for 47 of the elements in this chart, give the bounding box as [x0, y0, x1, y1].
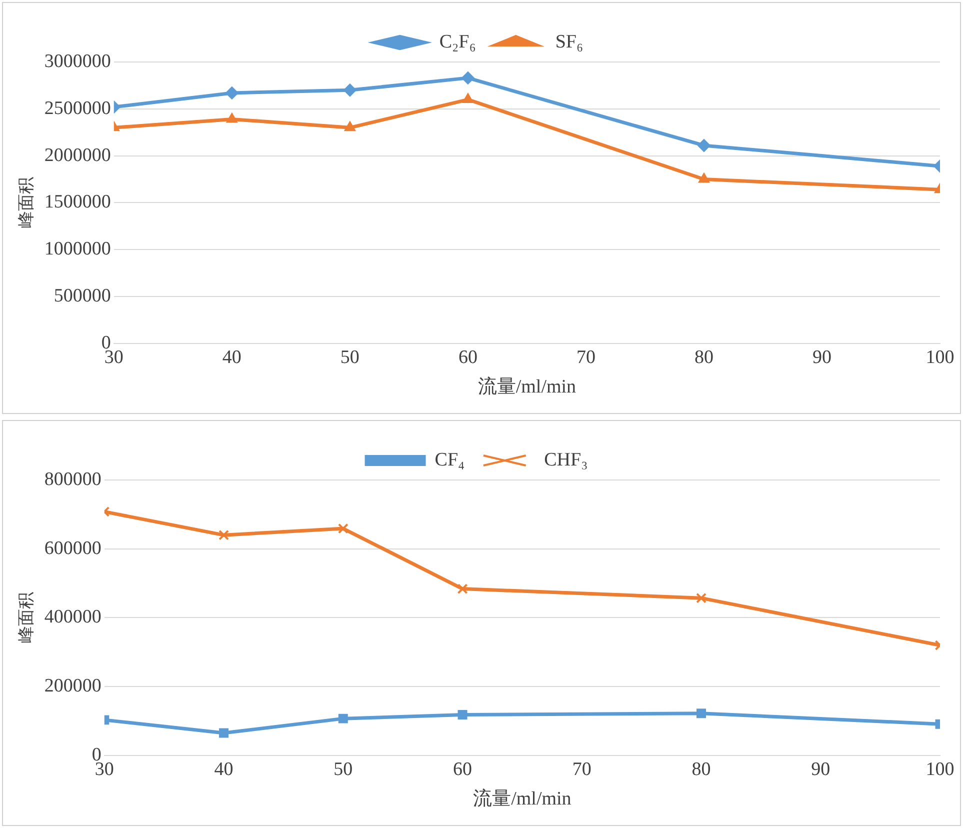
x-tick-label: 80	[694, 346, 714, 368]
point	[343, 84, 356, 97]
x-tick-label: 70	[576, 346, 596, 368]
point	[461, 71, 474, 84]
y-tick-label: 1500000	[44, 192, 111, 213]
x-axis-title: 流量/ml/min	[473, 788, 572, 810]
point	[338, 523, 348, 534]
point	[344, 121, 356, 132]
point	[697, 138, 710, 152]
x-tick-label: 40	[214, 758, 234, 780]
x-tick-label: 80	[692, 758, 711, 780]
y-tick-label: 600000	[44, 538, 102, 559]
legend-label: CHF₃	[544, 449, 588, 470]
x-axis-title: 流量/ml/min	[478, 376, 577, 398]
y-axis-title: 峰面积	[16, 177, 36, 228]
y-tick-label: 200000	[44, 676, 102, 697]
point	[458, 710, 468, 720]
point	[219, 728, 229, 738]
point	[338, 714, 348, 724]
legend-label: SF₆	[555, 31, 584, 52]
x-tick-label: 70	[572, 758, 592, 780]
point	[462, 93, 474, 104]
x-tick-label: 90	[811, 758, 830, 780]
y-tick-label: 2500000	[44, 98, 111, 119]
x-tick-label: 50	[334, 758, 353, 780]
point	[226, 112, 238, 123]
y-tick-label: 3000000	[44, 50, 111, 72]
legend-label: C₂F₆	[439, 31, 476, 52]
point	[225, 86, 238, 100]
x-tick-label: 90	[812, 346, 832, 368]
x-tick-label: 100	[926, 758, 954, 780]
point	[457, 584, 468, 594]
y-tick-label: 400000	[44, 606, 102, 628]
y-tick-label: 500000	[54, 285, 111, 306]
x-tick-label: 60	[458, 346, 478, 368]
y-tick-label: 1000000	[44, 238, 111, 260]
y-tick-label: 800000	[44, 468, 102, 490]
legend-label: CF₄	[434, 449, 465, 470]
y-tick-label: 2000000	[44, 144, 111, 166]
x-tick-label: 40	[222, 346, 242, 368]
y-axis-title: 峰面积	[16, 592, 36, 644]
x-tick-label: 50	[340, 346, 360, 368]
point	[696, 592, 706, 604]
point	[696, 708, 706, 718]
x-tick-label: 60	[453, 758, 472, 780]
x-tick-label: 100	[926, 346, 954, 368]
point	[218, 530, 230, 540]
